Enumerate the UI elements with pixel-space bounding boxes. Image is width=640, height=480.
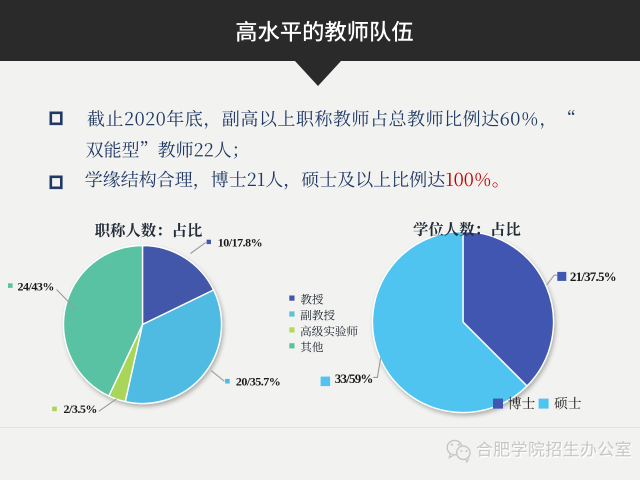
svg-text:21/37.5%: 21/37.5% — [570, 269, 616, 284]
svg-text:10/17.8%: 10/17.8% — [218, 236, 262, 250]
svg-text:24/43%: 24/43% — [18, 280, 54, 294]
svg-text:2/3.5%: 2/3.5% — [64, 402, 97, 416]
svg-text:33/59%: 33/59% — [335, 371, 373, 386]
svg-text:20/35.7%: 20/35.7% — [236, 374, 280, 388]
